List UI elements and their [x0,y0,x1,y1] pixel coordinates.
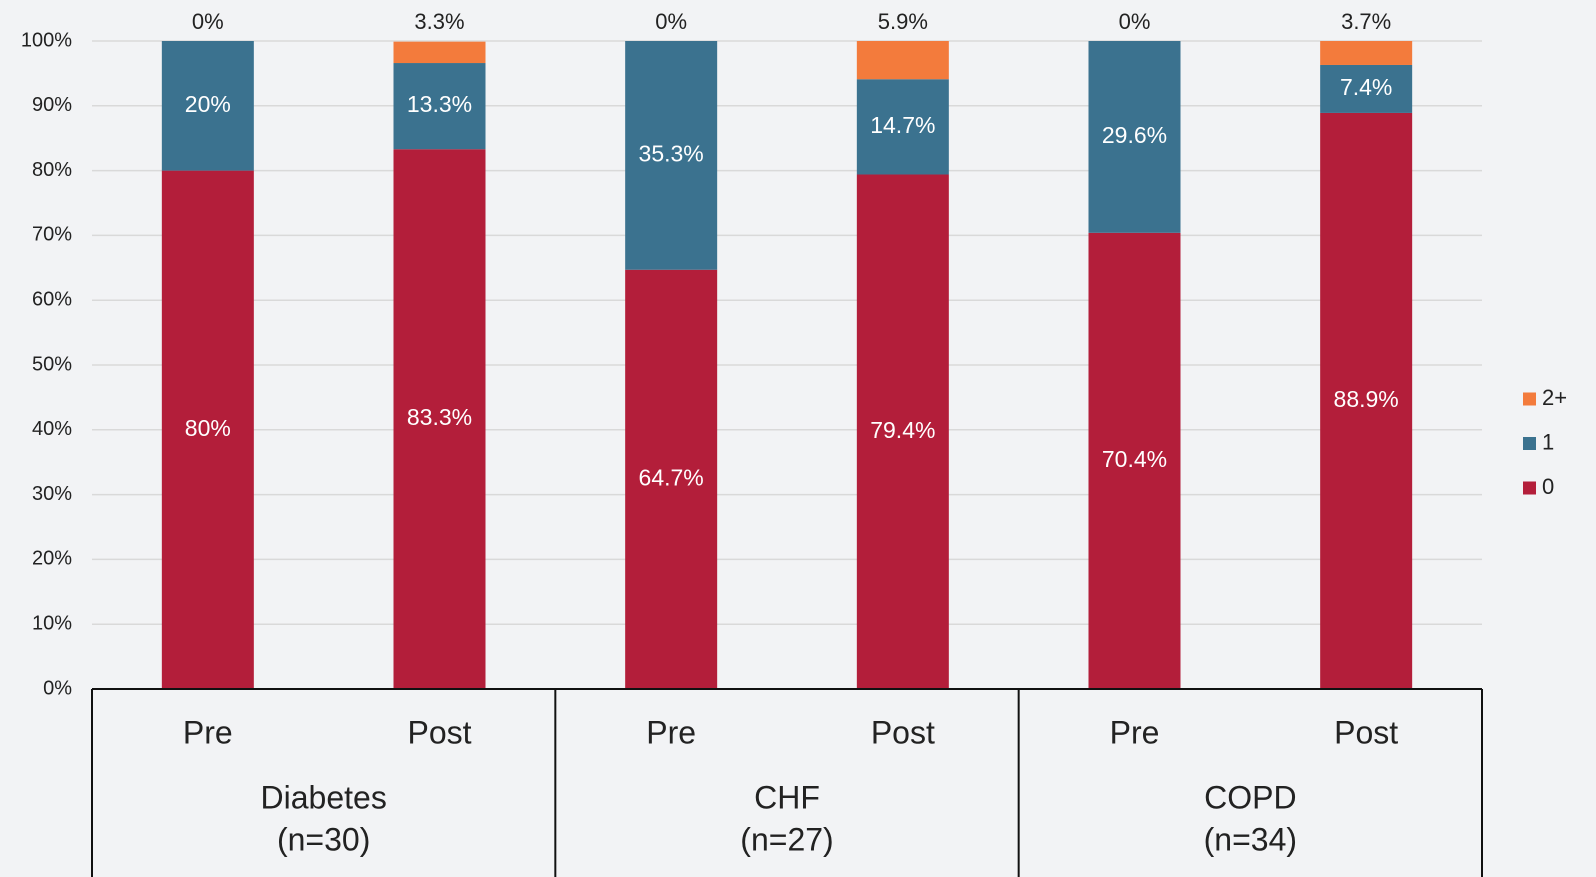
data-label: 0% [655,9,687,34]
data-label: 20% [185,91,231,117]
bar-segment [1320,112,1413,690]
group-label: (n=30) [277,821,370,857]
x-tick-label: Pre [183,714,233,750]
data-label: 88.9% [1334,386,1399,412]
data-label: 29.6% [1102,122,1167,148]
x-tick-label: Post [1334,714,1398,750]
bar-segment [1320,64,1413,113]
data-label: 80% [185,415,231,441]
y-tick-label: 100% [21,29,72,51]
bar-segment [161,41,254,171]
data-label: 0% [1119,9,1151,34]
data-label: 64.7% [639,464,704,490]
y-tick-label: 50% [32,353,72,375]
bar-segment [856,174,949,689]
bar-segment [625,269,718,689]
data-label: 35.3% [639,140,704,166]
group-label: (n=34) [1204,821,1297,857]
bar-segment [393,63,486,150]
group-label: COPD [1204,779,1296,815]
y-tick-label: 30% [32,483,72,505]
y-tick-label: 90% [32,94,72,116]
group-label: Diabetes [261,779,387,815]
bar-segment [1088,232,1181,690]
x-tick-label: Pre [1110,714,1160,750]
bar-segment [1088,41,1181,233]
legend-swatch [1523,437,1536,450]
y-tick-label: 70% [32,224,72,246]
bar-segment [625,41,718,270]
y-tick-label: 60% [32,288,72,310]
y-tick-label: 20% [32,548,72,570]
y-tick-label: 10% [32,612,72,634]
y-tick-label: 0% [43,677,72,699]
data-label: 70.4% [1102,446,1167,472]
legend-label: 0 [1542,474,1554,499]
data-label: 14.7% [870,112,935,138]
bar-segment [856,41,949,80]
legend-swatch [1523,392,1536,406]
data-label: 0% [192,9,224,34]
data-label: 5.9% [878,9,928,34]
legend-label: 1 [1542,429,1554,454]
bar-segment [856,79,949,175]
data-label: 79.4% [870,417,935,443]
bar-segment [393,149,486,689]
bar-segment [393,41,486,64]
bar-segment [1320,41,1413,65]
bar-segment [161,170,254,690]
group-label: (n=27) [740,821,833,857]
x-tick-label: Post [407,714,471,750]
x-tick-label: Pre [646,714,696,750]
legend-swatch [1523,481,1536,495]
x-tick-label: Post [871,714,935,750]
y-tick-label: 80% [32,159,72,181]
group-label: CHF [754,779,820,815]
y-tick-label: 40% [32,418,72,440]
data-label: 3.7% [1341,9,1391,34]
data-label: 13.3% [407,91,472,117]
legend-label: 2+ [1542,385,1567,410]
data-label: 83.3% [407,404,472,430]
data-label: 3.3% [414,9,464,34]
data-label: 7.4% [1340,74,1392,100]
